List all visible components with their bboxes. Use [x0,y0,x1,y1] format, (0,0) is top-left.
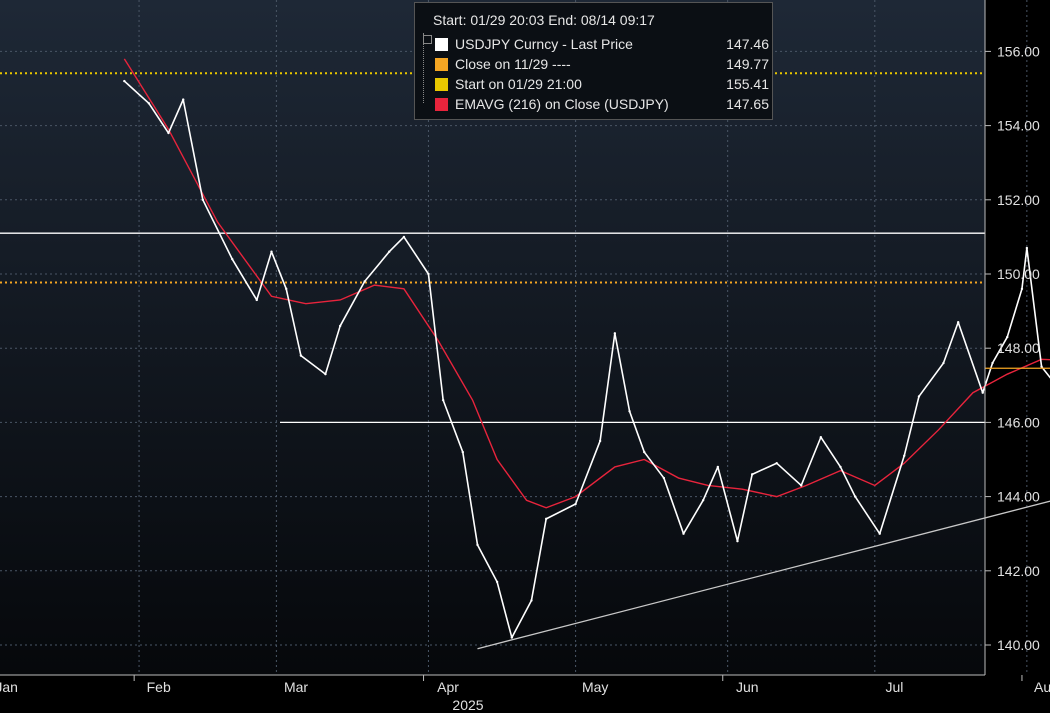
legend-header: Start: 01/29 20:03 End: 08/14 09:17 [433,12,655,28]
x-tick-label: Jan [0,679,18,695]
y-tick-label: 156.00 [997,43,1040,59]
price-point [819,436,823,439]
price-point [956,321,960,324]
x-tick-label: Jun [736,679,759,695]
price-point [981,391,984,394]
trendline [477,500,1050,650]
price-point [495,580,499,584]
legend-item-close[interactable]: Close on 11/29 ---- 149.77 [427,55,769,75]
legend-item-ema[interactable]: EMAVG (216) on Close (USDJPY) 147.65 [427,95,769,115]
price-point [363,280,366,283]
price-point [800,484,803,487]
x-tick-label: Jul [885,679,903,695]
price-point [662,476,666,480]
price-point [942,361,945,365]
price-point [338,324,342,328]
price-point [402,235,406,239]
y-tick-label: 150.00 [997,266,1040,282]
legend-swatch [435,38,448,51]
price-point [853,495,857,498]
price-point [476,543,479,547]
x-tick-label: Apr [437,679,459,695]
price-point [427,272,430,276]
reference-lines [0,72,1050,650]
price-point [270,250,273,253]
legend-swatch [435,98,448,111]
y-tick-label: 148.00 [997,340,1040,356]
price-point [182,98,185,101]
price-point [1020,287,1024,291]
price-point [643,450,646,454]
price-point [775,462,778,465]
price-point [255,298,258,302]
price-point [441,398,445,402]
y-tick-label: 140.00 [997,637,1040,653]
price-point [628,410,631,413]
x-tick-label: May [582,679,608,695]
price-point [147,102,151,105]
price-point [736,539,739,543]
price-point [231,257,234,261]
price-point [750,473,754,476]
legend-swatch [435,78,448,91]
legend-value: 147.65 [726,96,769,112]
price-point [598,439,602,443]
price-point [991,361,994,365]
legend-value: 147.46 [726,36,769,52]
legend-tree-line [423,33,432,103]
legend-value: 155.41 [726,76,769,92]
price-point [544,517,548,521]
price-point [917,395,921,398]
legend-item-start[interactable]: Start on 01/29 21:00 155.41 [427,75,769,95]
legend-label: USDJPY Curncy - Last Price [455,36,633,52]
x-tick-label: Aug [1034,679,1050,695]
price-point [123,79,126,83]
legend-panel: Start: 01/29 20:03 End: 08/14 09:17 USDJ… [414,2,773,120]
legend-collapse-icon[interactable] [423,35,432,44]
price-point [574,502,577,506]
legend-swatch [435,58,448,71]
price-point [701,499,705,502]
legend-value: 149.77 [726,56,769,72]
price-point [716,465,720,469]
legend-label: Start on 01/29 21:00 [455,76,582,92]
y-tick-label: 144.00 [997,489,1040,505]
y-tick-label: 154.00 [997,118,1040,134]
y-tick-label: 142.00 [997,563,1040,579]
price-point [1040,365,1043,368]
price-point [285,287,288,291]
price-point [201,198,205,201]
y-tick-label: 152.00 [997,192,1040,208]
price-point [839,465,842,469]
price-point [1006,335,1009,339]
price-point [878,532,881,535]
ema-line [123,58,1050,509]
x-tick-label: Feb [147,679,171,695]
price-point [903,454,906,457]
price-point [299,354,303,357]
series-layer [123,58,1050,639]
y-tick-label: 146.00 [997,414,1040,430]
legend-label: EMAVG (216) on Close (USDJPY) [455,96,669,112]
price-point [388,250,391,253]
price-point [510,636,514,639]
legend-item-usdjpy[interactable]: USDJPY Curncy - Last Price 147.46 [427,35,769,55]
price-point [682,532,685,535]
legend-label: Close on 11/29 ---- [455,56,571,72]
price-point [530,599,533,602]
x-axis-label: 2025 [452,697,483,713]
price-point [1025,246,1029,250]
price-point [461,450,464,454]
price-point [324,372,327,376]
price-point [167,131,170,135]
price-point [613,332,617,335]
x-tick-label: Mar [284,679,308,695]
